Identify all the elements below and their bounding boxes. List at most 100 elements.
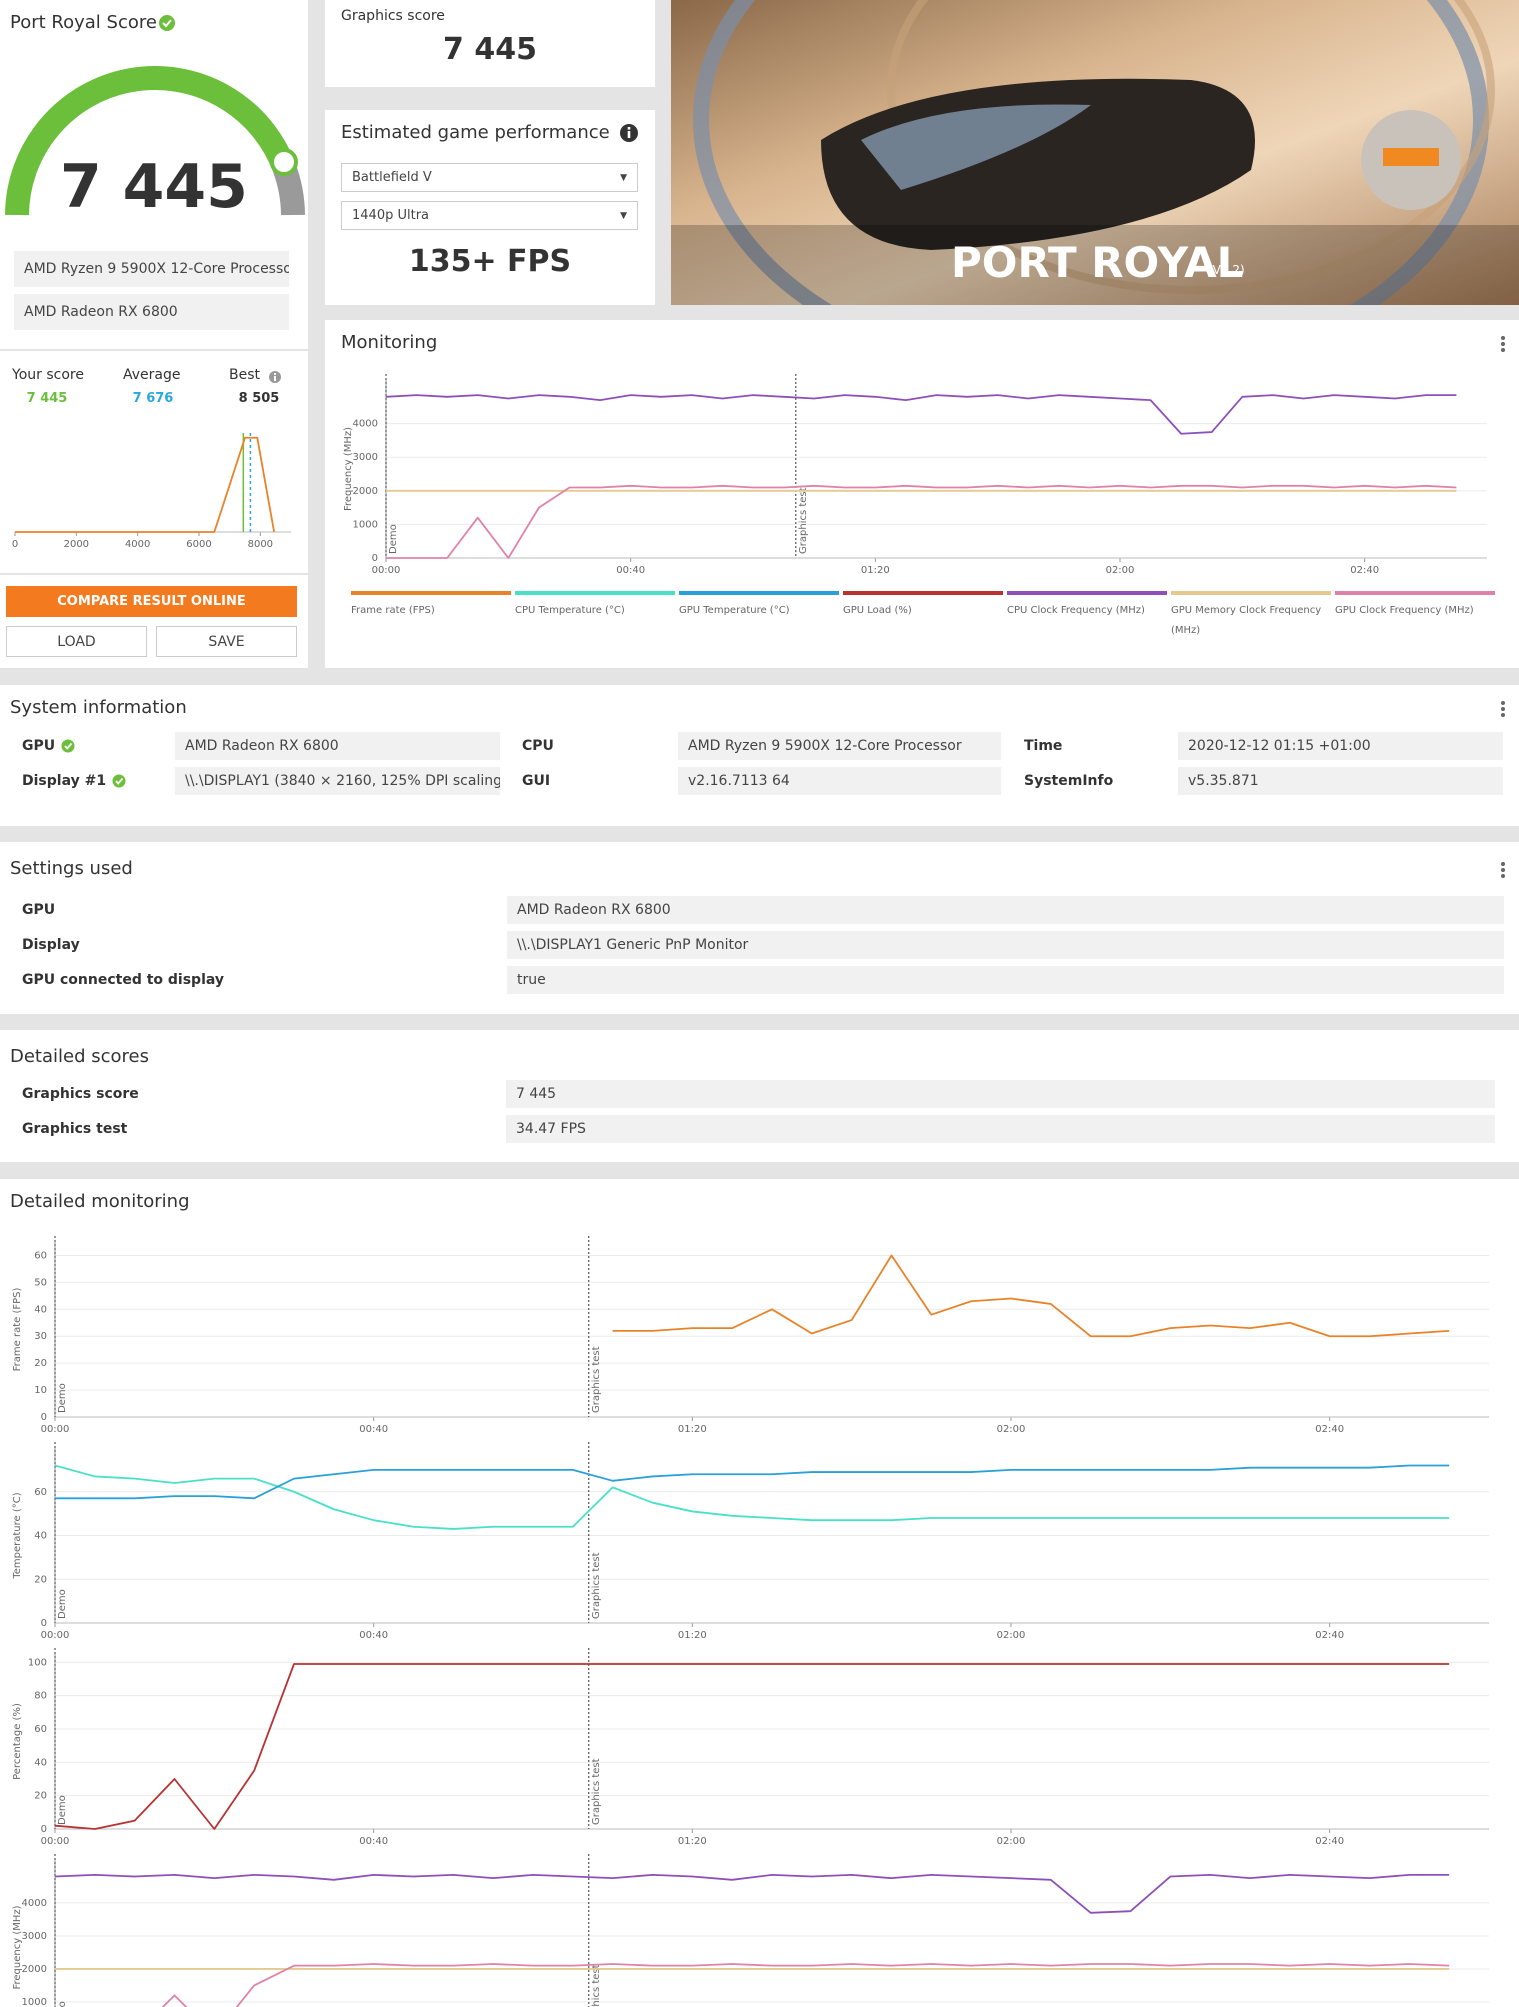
x-tick-label: 00:00 xyxy=(41,1424,70,1435)
score-value: 7 445 xyxy=(60,152,248,222)
system-info-title: System information xyxy=(10,697,187,718)
preset-select[interactable]: 1440p Ultra ▼ xyxy=(341,201,638,230)
info-label-text: SystemInfo xyxy=(1024,773,1114,789)
row-label: Display xyxy=(22,937,80,953)
series-line xyxy=(54,1873,1450,1914)
x-tick-label: 6000 xyxy=(186,539,211,550)
x-tick-label: 00:40 xyxy=(616,565,645,576)
settings-panel: Settings used GPU AMD Radeon RX 6800 Displ… xyxy=(0,842,1519,1014)
x-tick-label: 4000 xyxy=(125,539,150,550)
stat-label: Best xyxy=(229,367,261,383)
info-value: \\.\DISPLAY1 (3840 × 2160, 125% DPI scal… xyxy=(175,767,500,795)
menu-dots[interactable] xyxy=(1501,862,1505,880)
x-tick-label: 00:40 xyxy=(359,1630,388,1641)
y-tick-label: 3000 xyxy=(22,1931,47,1942)
save-button[interactable]: SAVE xyxy=(156,626,297,657)
info-value: AMD Radeon RX 6800 xyxy=(175,732,500,760)
compare-button[interactable]: COMPARE RESULT ONLINE xyxy=(6,586,297,617)
series-line xyxy=(161,1963,1450,2007)
row-value: 7 445 xyxy=(506,1080,1495,1108)
menu-dots[interactable] xyxy=(1501,701,1505,719)
x-tick-label: 02:00 xyxy=(997,1630,1026,1641)
legend-item: GPU Memory Clock Frequency (MHz) xyxy=(1171,591,1331,641)
gpu-box: AMD Radeon RX 6800 xyxy=(14,294,289,330)
row-value: \\.\DISPLAY1 Generic PnP Monitor xyxy=(507,931,1504,959)
y-axis-label: Temperature (°C) xyxy=(12,1492,23,1579)
load-button[interactable]: LOAD xyxy=(6,626,147,657)
check-icon xyxy=(159,15,175,31)
check-mark xyxy=(64,742,73,750)
series-line xyxy=(15,436,276,533)
y-tick-label: 40 xyxy=(34,1531,47,1542)
x-tick-label: 02:40 xyxy=(1315,1630,1344,1641)
info-label-text: GPU xyxy=(22,738,56,754)
info-value: 2020-12-12 01:15 +01:00 xyxy=(1178,732,1503,760)
banner: PORT ROYAL (V1.2) xyxy=(671,0,1519,305)
check-icon xyxy=(61,739,75,753)
y-tick-label: 2000 xyxy=(353,486,378,497)
y-tick-label: 1000 xyxy=(22,1997,47,2007)
row-label: Graphics score xyxy=(22,1086,139,1102)
row-label: GPU xyxy=(22,902,56,918)
monitoring-panel: Monitoring xyxy=(325,320,1519,668)
preset-select-text: 1440p Ultra xyxy=(352,208,430,223)
x-tick-label: 01:20 xyxy=(861,565,890,576)
stat-label: Average xyxy=(123,367,181,383)
section-label: Demo xyxy=(57,2001,68,2007)
info-icon xyxy=(620,124,638,142)
row-value: true xyxy=(507,966,1504,994)
detailed-monitoring-panel: Detailed monitoring xyxy=(0,1179,1519,2007)
series-line xyxy=(55,1464,1450,1500)
y-tick-label: 1000 xyxy=(353,519,378,530)
graphics-score-label: Graphics score xyxy=(341,8,445,24)
score-panel: Port Royal Score 7 445 AMD Ryzen 9 5900X… xyxy=(0,0,308,668)
info-icon xyxy=(269,371,281,383)
series-line xyxy=(386,484,1457,559)
detailed-monitoring-title: Detailed monitoring xyxy=(10,1191,190,1212)
y-tick-label: 3000 xyxy=(353,452,378,463)
x-tick-label: 01:20 xyxy=(678,1424,707,1435)
x-tick-label: 00:40 xyxy=(359,1424,388,1435)
info-label-text: CPU xyxy=(522,738,554,754)
game-select[interactable]: Battlefield V ▼ xyxy=(341,163,638,192)
y-tick-label: 0 xyxy=(41,1824,47,1835)
menu-dots[interactable] xyxy=(1501,336,1505,354)
info-label: Time xyxy=(1024,732,1062,760)
y-axis-label: Percentage (%) xyxy=(12,1703,23,1780)
info-label: SystemInfo xyxy=(1024,767,1113,795)
series-line xyxy=(385,394,1457,435)
x-tick-label: 00:40 xyxy=(359,1836,388,1847)
row-label: Graphics test xyxy=(22,1121,128,1137)
gauge xyxy=(5,66,305,216)
info-value: AMD Ryzen 9 5900X 12-Core Processor xyxy=(678,732,1001,760)
x-tick-label: 02:40 xyxy=(1315,1836,1344,1847)
section-label: Demo xyxy=(388,524,399,554)
row-label: GPU connected to display xyxy=(22,972,225,988)
stat-value: 8 505 xyxy=(238,391,280,406)
x-tick-label: 00:00 xyxy=(41,1836,70,1847)
info-label-text: GUI xyxy=(522,773,551,789)
x-tick-label: 8000 xyxy=(248,539,273,550)
y-tick-label: 30 xyxy=(34,1331,47,1342)
info-label: GUI xyxy=(522,767,550,795)
distribution-chart: 0 2000 4000 6000 8000 xyxy=(12,433,291,550)
y-tick-label: 40 xyxy=(34,1304,47,1315)
system-info-panel: System information GPU AMD Radeon RX 6800… xyxy=(0,685,1519,826)
legend-item: GPU Clock Frequency (MHz) xyxy=(1335,591,1495,641)
percentage-chart: 0 20 40 60 80 100 00:00 00:40 01:20 02:00 02:40 Per… xyxy=(12,1648,1489,1847)
x-tick-label: 02:00 xyxy=(1106,565,1135,576)
game-select-text: Battlefield V xyxy=(352,170,432,185)
y-tick-label: 4000 xyxy=(353,419,378,430)
check-icon xyxy=(112,774,126,788)
legend-item: CPU Clock Frequency (MHz) xyxy=(1007,591,1167,641)
x-tick-label: 01:20 xyxy=(678,1836,707,1847)
check-mark xyxy=(115,777,124,785)
y-tick-label: 0 xyxy=(41,1618,47,1629)
stat-value: 7 676 xyxy=(132,391,174,406)
y-tick-label: 40 xyxy=(34,1757,47,1768)
legend-item: GPU Temperature (°C) xyxy=(679,591,839,641)
section-label: Graphics test xyxy=(591,1758,602,1825)
fps-chart: 0 10 20 30 40 50 60 00:00 00:40 01:20 02:00 02:40 Fr… xyxy=(12,1236,1489,1435)
detailed-scores-panel: Detailed scores Graphics score 7 445 Graph… xyxy=(0,1030,1519,1162)
y-axis-label: Frequency (MHz) xyxy=(343,427,354,511)
